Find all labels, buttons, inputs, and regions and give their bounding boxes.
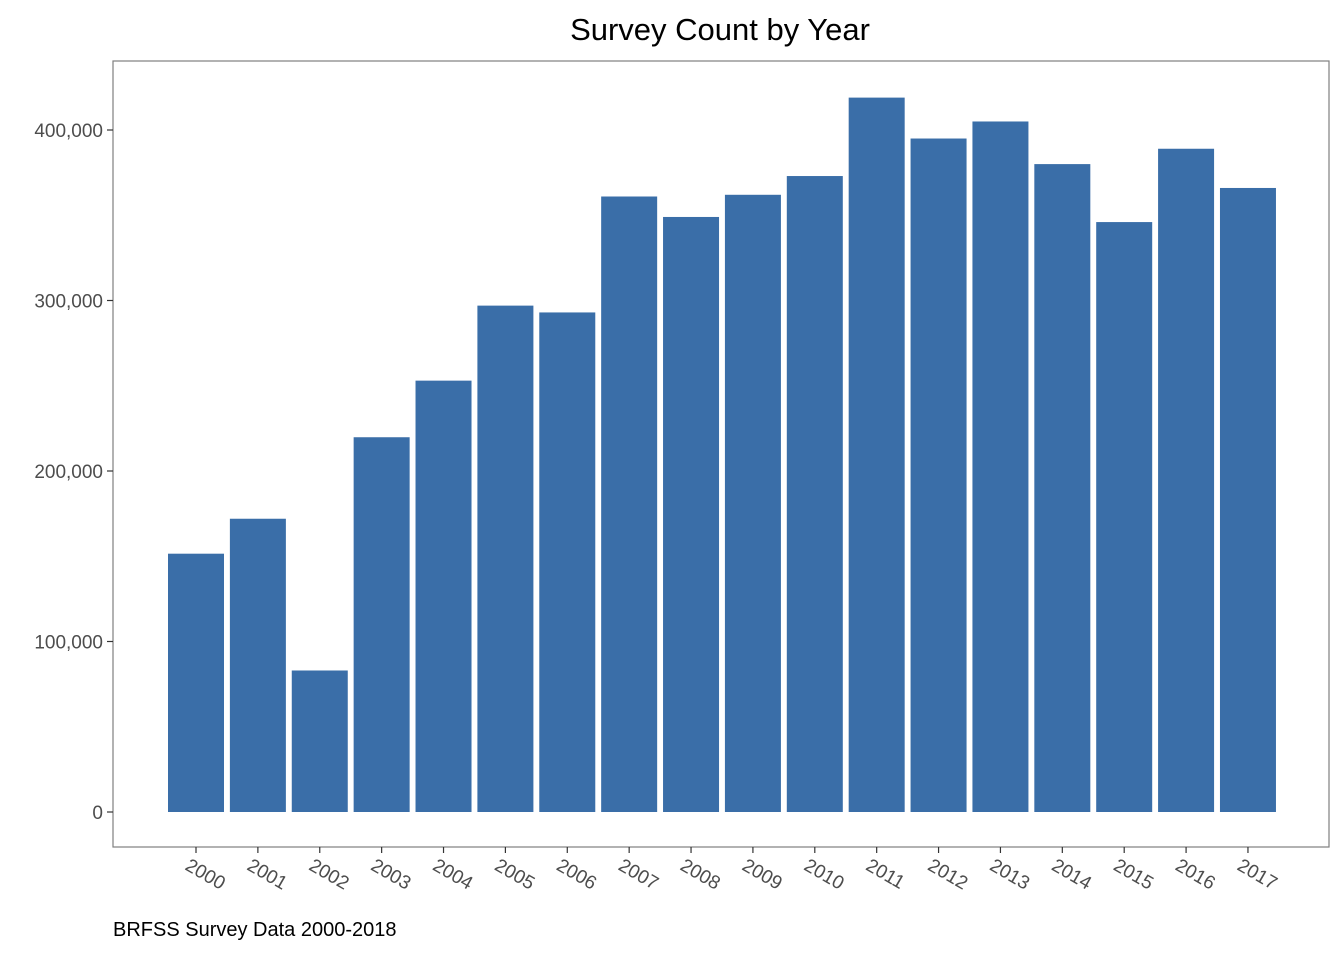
bar-2016 (1158, 148, 1215, 812)
bar-2008 (663, 216, 720, 812)
bar-2012 (910, 138, 967, 812)
bar-2006 (539, 312, 596, 812)
x-tick-label: 2010 (800, 855, 847, 894)
x-tick-label: 2009 (738, 855, 785, 894)
bar-2004 (415, 380, 472, 812)
bar-2017 (1219, 187, 1276, 813)
bar-2002 (291, 670, 348, 812)
bar-2001 (229, 518, 286, 812)
bar-2011 (848, 97, 905, 813)
x-tick-label: 2011 (862, 855, 908, 894)
x-tick-label: 2000 (182, 855, 229, 894)
bar-2010 (786, 176, 843, 813)
bar-2013 (972, 121, 1029, 813)
bar-2015 (1096, 222, 1153, 812)
bar-2000 (168, 553, 224, 812)
x-tick-label: 2005 (491, 855, 538, 894)
bar-2014 (1034, 164, 1091, 813)
x-tick-label: 2015 (1110, 855, 1157, 894)
bar-2009 (724, 194, 781, 813)
y-tick-label: 100,000 (34, 633, 103, 654)
x-tick-label: 2012 (924, 855, 971, 894)
x-tick-label: 2014 (1048, 855, 1095, 895)
bar-2005 (477, 305, 534, 812)
y-tick-label: 0 (92, 803, 103, 824)
y-axis: 0 100,000 200,000 300,000 400,000 (34, 121, 113, 824)
bar-2003 (353, 437, 410, 812)
x-tick-label: 2006 (553, 855, 600, 894)
x-tick-label: 2001 (243, 855, 290, 894)
chart-title: Survey Count by Year (570, 12, 870, 47)
x-tick-label: 2004 (429, 855, 476, 895)
x-axis: 2000 2001 2002 2003 2004 2005 2006 2007 2008 2009… (182, 847, 1281, 895)
chart-caption: BRFSS Survey Data 2000-2018 (113, 919, 397, 941)
x-tick-label: 2017 (1233, 855, 1280, 894)
x-tick-label: 2008 (677, 855, 724, 894)
x-tick-label: 2002 (305, 855, 352, 894)
y-tick-label: 200,000 (34, 462, 103, 483)
y-tick-label: 400,000 (34, 121, 103, 142)
bar-2007 (601, 196, 658, 812)
bars-group (168, 97, 1276, 813)
y-tick-label: 300,000 (34, 292, 103, 313)
x-tick-label: 2016 (1172, 855, 1219, 894)
x-tick-label: 2003 (367, 855, 414, 894)
x-tick-label: 2007 (615, 855, 662, 894)
x-tick-label: 2013 (986, 855, 1033, 894)
